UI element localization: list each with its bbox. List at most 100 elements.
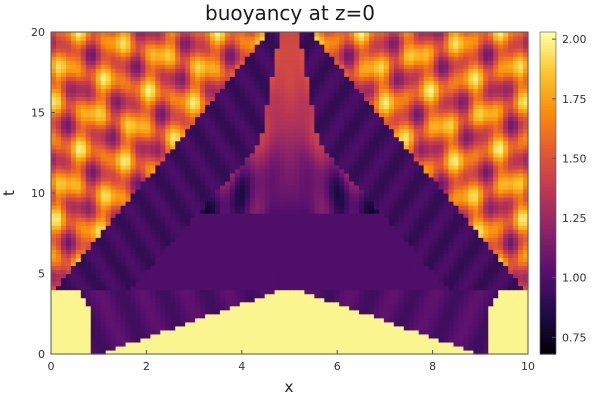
heatmap-cell (503, 184, 509, 190)
heatmap-cell (398, 184, 405, 190)
heatmap-cell (458, 345, 465, 351)
heatmap-cell (329, 217, 335, 222)
heatmap-cell (244, 265, 251, 271)
heatmap-cell (160, 317, 166, 323)
heatmap-cell (314, 285, 320, 291)
heatmap-cell (120, 269, 127, 275)
heatmap-cell (155, 229, 161, 234)
heatmap-cell (428, 309, 435, 315)
heatmap-cell (219, 201, 226, 206)
heatmap-cell (354, 249, 360, 254)
heatmap-cell (284, 168, 291, 174)
heatmap-cell (125, 345, 132, 351)
heatmap-cell (428, 257, 435, 263)
heatmap-cell (185, 237, 191, 242)
heatmap-cell (294, 349, 301, 355)
heatmap-cell (478, 217, 484, 222)
heatmap-cell (125, 152, 132, 158)
heatmap-cell (274, 269, 281, 275)
heatmap-cell (105, 249, 112, 254)
heatmap-cell (130, 269, 137, 275)
heatmap-cell (463, 188, 469, 194)
heatmap-cell (254, 241, 261, 246)
heatmap-cell (269, 273, 276, 279)
heatmap-cell (60, 249, 67, 254)
heatmap-cell (95, 233, 102, 238)
heatmap-cell (463, 172, 469, 178)
heatmap-cell (80, 176, 87, 182)
heatmap-cell (299, 257, 306, 263)
heatmap-cell (219, 217, 226, 222)
heatmap-cell (284, 245, 291, 250)
heatmap-cell (190, 345, 196, 351)
heatmap-cell (65, 333, 72, 339)
heatmap-cell (60, 168, 67, 174)
heatmap-cell (488, 349, 494, 355)
heatmap-cell (145, 341, 151, 347)
heatmap-cell (314, 209, 320, 214)
heatmap-cell (190, 176, 196, 182)
heatmap-cell (70, 205, 77, 210)
heatmap-cell (90, 281, 97, 287)
heatmap-cell (433, 144, 440, 150)
heatmap-cell (408, 197, 415, 202)
heatmap-cell (324, 184, 330, 190)
heatmap-cell (150, 277, 156, 283)
heatmap-cell (344, 297, 350, 303)
heatmap-cell (254, 277, 261, 283)
heatmap-cell (498, 253, 504, 258)
heatmap-cell (279, 245, 286, 250)
heatmap-cell (210, 349, 216, 355)
heatmap-cell (393, 233, 400, 238)
heatmap-cell (359, 281, 365, 287)
heatmap-cell (448, 249, 455, 254)
heatmap-cell (229, 325, 236, 331)
heatmap-cell (115, 265, 122, 271)
heatmap-cell (319, 265, 325, 271)
heatmap-cell (304, 301, 310, 307)
heatmap-cell (508, 184, 514, 190)
heatmap-cell (264, 225, 271, 230)
heatmap-cell (463, 253, 469, 258)
heatmap-cell (65, 188, 72, 194)
heatmap-cell (413, 333, 420, 339)
heatmap-cell (324, 245, 330, 250)
heatmap-cell (299, 341, 306, 347)
heatmap-cell (259, 144, 266, 150)
heatmap-cell (279, 309, 286, 315)
heatmap-cell (523, 217, 529, 222)
heatmap-cell (214, 193, 221, 198)
heatmap-cell (423, 213, 430, 218)
heatmap-cell (364, 221, 370, 226)
heatmap-cell (468, 329, 474, 335)
heatmap-cell (145, 329, 151, 335)
heatmap-cell (145, 197, 151, 202)
heatmap-cell (130, 317, 137, 323)
heatmap-cell (125, 160, 132, 166)
heatmap-cell (393, 237, 400, 242)
heatmap-cell (359, 225, 365, 230)
heatmap-cell (165, 249, 171, 254)
heatmap-cell (110, 321, 117, 327)
heatmap-cell (393, 281, 400, 287)
heatmap-cell (180, 245, 186, 250)
heatmap-cell (339, 281, 345, 287)
heatmap-cell (473, 180, 479, 186)
heatmap-cell (483, 156, 489, 162)
heatmap-cell (200, 245, 206, 250)
heatmap-cell (289, 148, 296, 154)
heatmap-cell (364, 301, 370, 307)
heatmap-cell (403, 176, 410, 182)
heatmap-cell (150, 313, 156, 319)
heatmap-cell (438, 265, 445, 271)
heatmap-cell (299, 265, 306, 271)
heatmap-cell (453, 193, 460, 198)
heatmap-cell (523, 337, 529, 343)
heatmap-cell (304, 144, 310, 150)
heatmap-cell (279, 281, 286, 287)
heatmap-cell (200, 333, 206, 339)
heatmap-cell (493, 229, 499, 234)
heatmap-cell (85, 313, 92, 319)
heatmap-cell (274, 329, 281, 335)
heatmap-cell (369, 309, 375, 315)
